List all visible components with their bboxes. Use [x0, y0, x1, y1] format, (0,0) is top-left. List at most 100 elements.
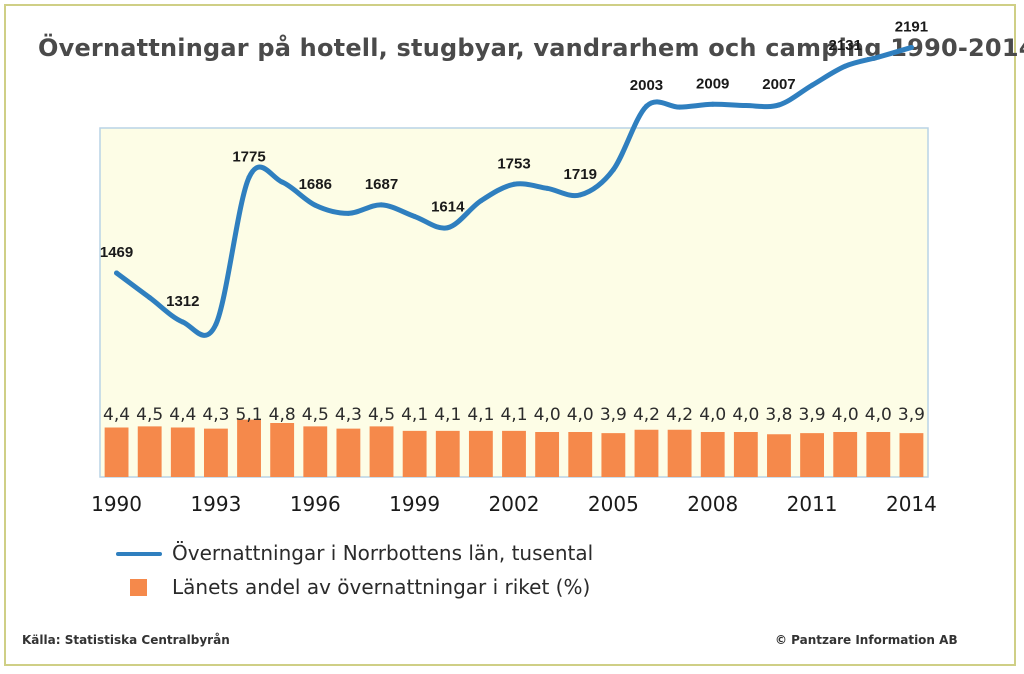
line-point-2004 [577, 192, 583, 198]
bar-label-1999: 4,1 [401, 405, 428, 425]
line-swatch [116, 552, 162, 556]
line-point-2005 [610, 167, 616, 173]
line-point-2013 [875, 54, 881, 60]
line-series [114, 44, 914, 338]
bar-label-2011: 3,9 [799, 405, 826, 425]
line-point-1992 [180, 319, 186, 325]
bar-2014 [899, 433, 924, 477]
x-axis: 1990 1993 1996 1999 2002 2005 2008 2011 2014 [91, 492, 937, 516]
bar-1992 [170, 427, 195, 477]
bar-1995 [270, 423, 295, 477]
bar-label-2001: 4,1 [467, 405, 494, 425]
line-point-2012 [842, 63, 848, 69]
bar-2008 [700, 432, 725, 477]
x-tick-label-2014: 2014 [886, 492, 937, 516]
bar-1998 [369, 426, 394, 477]
bar-2002 [502, 430, 526, 477]
line-label-2012: 2131 [829, 37, 862, 54]
bar-label-1996: 4,5 [302, 405, 329, 425]
bar-label-2002: 4,1 [500, 405, 527, 425]
line-point-2001 [478, 198, 484, 204]
bar-2003 [535, 432, 560, 477]
line-label-2004: 1719 [564, 166, 597, 183]
bar-1994 [237, 419, 261, 477]
bar-2013 [866, 432, 891, 477]
line-point-1990 [114, 270, 120, 276]
line-label-1990: 1469 [100, 244, 133, 261]
bar-label-2000: 4,1 [434, 405, 461, 425]
line-point-2011 [809, 82, 815, 88]
x-tick-label-2008: 2008 [687, 492, 738, 516]
line-point-1991 [147, 295, 153, 301]
bar-label-1998: 4,5 [368, 405, 395, 425]
line-point-1994 [246, 174, 252, 180]
line-point-1996 [312, 202, 318, 208]
bar-1990 [104, 427, 129, 477]
bar-2012 [833, 432, 858, 477]
bar-2000 [435, 430, 460, 477]
bar-swatch [130, 579, 147, 596]
bar-2004 [568, 432, 593, 477]
line-point-2010 [776, 102, 782, 108]
line-point-2002 [511, 181, 517, 187]
bar-label-2012: 4,0 [832, 405, 859, 425]
line-label-2010: 2007 [762, 76, 795, 93]
line-point-2003 [544, 185, 550, 191]
line-point-2006 [643, 103, 649, 109]
line-label-2008: 2009 [696, 75, 729, 92]
line-labels: 1469 1312 1775 1686 1687 1614 1753 1719 2003 2009… [100, 18, 928, 310]
bar-label-2013: 4,0 [865, 405, 892, 425]
bar-label-2010: 3,8 [765, 405, 792, 425]
chart-title: Övernattningar på hotell, stugbyar, vand… [38, 34, 1024, 62]
bar-label-1990: 4,4 [103, 405, 130, 425]
bar-label-2014: 3,9 [898, 405, 925, 425]
line-point-1999 [412, 213, 418, 219]
bar-2006 [634, 429, 659, 477]
bar-label-2006: 4,2 [633, 405, 660, 425]
bar-label-2004: 4,0 [567, 405, 594, 425]
bar-label-1992: 4,4 [169, 405, 196, 425]
x-tick-label-1999: 1999 [389, 492, 440, 516]
bar-label-2008: 4,0 [699, 405, 726, 425]
line-label-1994: 1775 [232, 148, 265, 165]
bar-2005 [601, 433, 626, 477]
line-point-2009 [743, 103, 749, 109]
line-label-2000: 1614 [431, 199, 465, 216]
bar-label-1991: 4,5 [136, 405, 163, 425]
x-tick-label-1990: 1990 [91, 492, 142, 516]
bar-1997 [336, 428, 361, 477]
line-label-2002: 1753 [497, 155, 530, 172]
bar-label-2005: 3,9 [600, 405, 627, 425]
line-label-1998: 1687 [365, 176, 398, 193]
line-point-1995 [279, 179, 285, 185]
bar-2011 [800, 433, 825, 477]
bar-label-2003: 4,0 [534, 405, 561, 425]
line-point-2007 [677, 104, 683, 110]
line-point-1998 [379, 202, 385, 208]
bar-1991 [137, 426, 162, 477]
bar-label-1994: 5,1 [236, 405, 263, 425]
bar-1993 [203, 428, 228, 477]
copyright-note: © Pantzare Information AB [775, 633, 958, 647]
bar-2007 [667, 429, 692, 477]
bar-series [104, 419, 924, 477]
bar-labels: 4,4 4,5 4,4 4,3 5,1 4,8 4,5 4,3 4,5 4,1 4,1 4,1 4,1 4… [103, 405, 925, 425]
bar-label-2009: 4,0 [732, 405, 759, 425]
line-point-2014 [908, 44, 914, 50]
bar-1999 [402, 430, 427, 477]
line-label-2006: 2003 [630, 77, 663, 94]
line-point-1997 [345, 210, 351, 216]
line-point-1993 [213, 321, 219, 327]
line-point-2008 [710, 101, 716, 107]
line-label-1996: 1686 [299, 176, 332, 193]
source-note: Källa: Statistiska Centralbyrån [22, 633, 230, 647]
x-tick-label-2002: 2002 [489, 492, 540, 516]
bar-2009 [733, 432, 758, 477]
bar-2010 [767, 434, 791, 477]
bar-label-2007: 4,2 [666, 405, 693, 425]
x-tick-label-2011: 2011 [787, 492, 838, 516]
line-point-2000 [445, 225, 451, 231]
bar-label-1997: 4,3 [335, 405, 362, 425]
bar-1996 [303, 426, 328, 477]
